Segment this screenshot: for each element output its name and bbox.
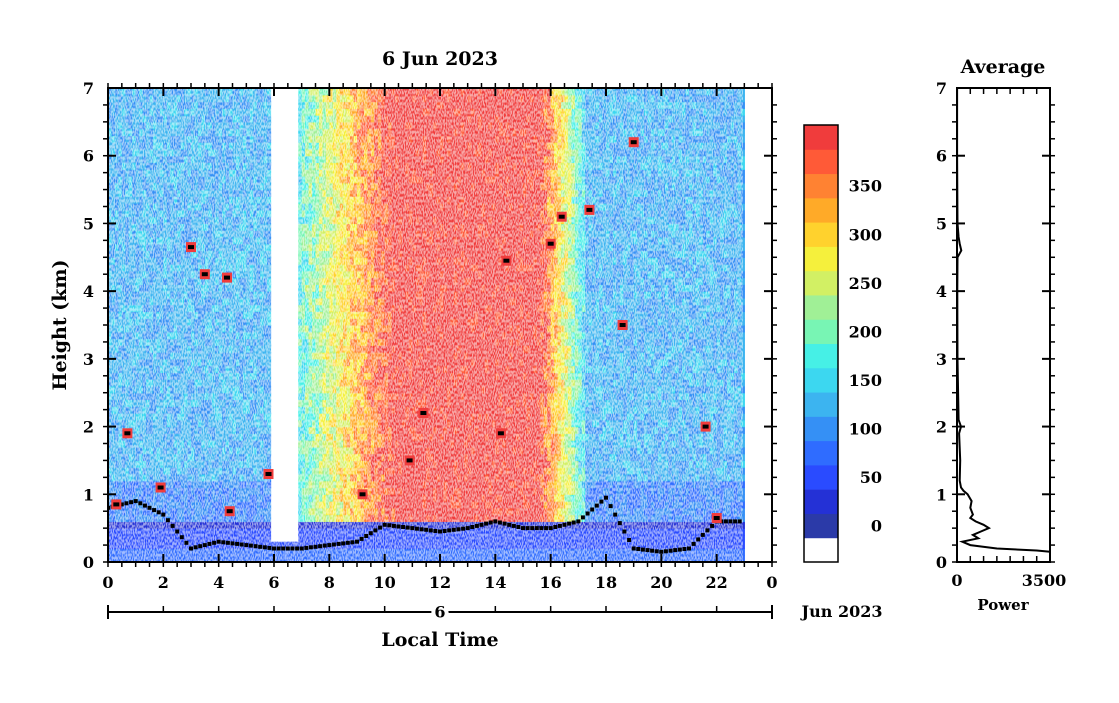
chart-title: 6 Jun 2023 [382,48,498,70]
